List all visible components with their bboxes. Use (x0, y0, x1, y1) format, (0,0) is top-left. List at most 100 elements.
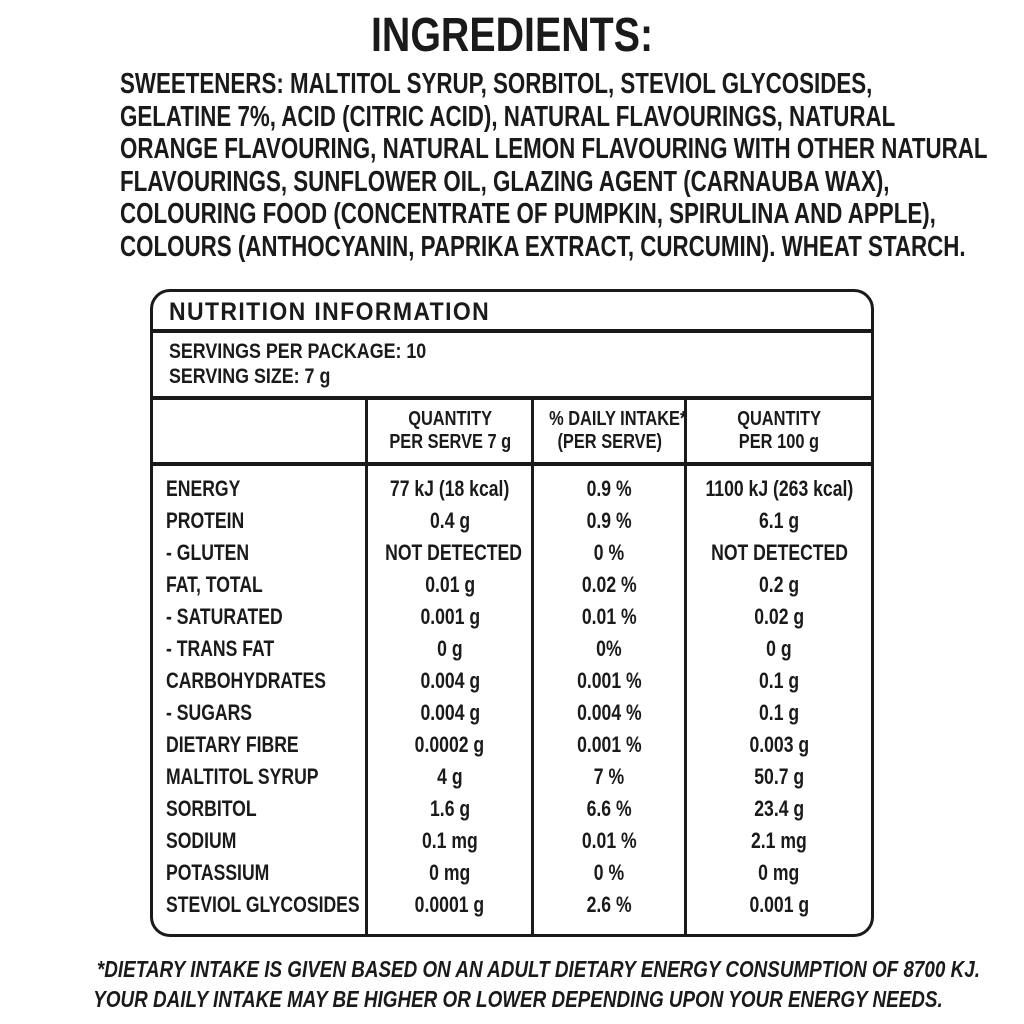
ingredients-line: ORANGE FLAVOURING, NATURAL LEMON FLAVOUR… (120, 133, 1024, 166)
nutrition-panel-title-text: NUTRITION INFORMATION (169, 298, 491, 326)
header-cell-per-serve: QUANTITY PER SERVE 7 g (365, 400, 533, 466)
nutrient-label: SORBITOL (166, 796, 257, 821)
nutrient-label: - SATURATED (166, 604, 283, 629)
row-dietary-fibre: DIETARY FIBRE 0.0002 g 0.001 % 0.003 g (153, 729, 871, 761)
value-daily-intake: 0.9 % (531, 464, 686, 505)
ingredients-line-text: ORANGE FLAVOURING, NATURAL LEMON FLAVOUR… (120, 133, 988, 165)
header-cell-empty (153, 400, 367, 466)
row-energy: ENERGY 77 kJ (18 kcal) 0.9 % 1100 kJ (26… (153, 464, 871, 505)
serving-size: SERVING SIZE: 7 g (169, 365, 331, 388)
value-per-serve: 0 g (365, 633, 533, 665)
value-daily-intake: 0.004 % (531, 697, 686, 729)
value-daily-intake: 0% (531, 633, 686, 665)
nutrient-label: POTASSIUM (166, 860, 270, 885)
value-daily-intake: 0.001 % (531, 729, 686, 761)
servings-section: SERVINGS PER PACKAGE: 10 SERVING SIZE: 7… (153, 333, 871, 400)
ingredients-line-text: FLAVOURINGS, SUNFLOWER OIL, GLAZING AGEN… (120, 165, 890, 198)
ingredients-line: FLAVOURINGS, SUNFLOWER OIL, GLAZING AGEN… (120, 166, 1024, 199)
value-per-serve: 0.0002 g (365, 729, 533, 761)
row-saturated: - SATURATED 0.001 g 0.01 % 0.02 g (153, 601, 871, 633)
row-maltitol-syrup: MALTITOL SYRUP 4 g 7 % 50.7 g (153, 761, 871, 793)
row-steviol-glycosides: STEVIOL GLYCOSIDES 0.0001 g 2.6 % 0.001 … (153, 889, 871, 934)
nutrient-label: FAT, TOTAL (166, 572, 263, 597)
value-daily-intake: 7 % (531, 761, 686, 793)
row-trans-fat: - TRANS FAT 0 g 0% 0 g (153, 633, 871, 665)
value-per-serve: 0 mg (365, 857, 533, 889)
value-per-serve: 77 kJ (18 kcal) (365, 464, 533, 505)
nutrient-label: - TRANS FAT (166, 636, 275, 661)
value-per-100g: 23.4 g (684, 793, 871, 825)
nutrition-panel-title: NUTRITION INFORMATION (153, 292, 871, 333)
value-daily-intake: 0.01 % (531, 825, 686, 857)
value-per-100g: 1100 kJ (263 kcal) (684, 464, 871, 505)
ingredients-line-text: COLOURS (ANTHOCYANIN, PAPRIKA EXTRACT, C… (120, 230, 966, 263)
nutrient-label: PROTEIN (166, 508, 245, 533)
ingredients-line: GELATINE 7%, ACID (CITRIC ACID), NATURAL… (120, 101, 1024, 134)
nutrient-label: MALTITOL SYRUP (166, 764, 319, 789)
ingredients-line-text: COLOURING FOOD (CONCENTRATE OF PUMPKIN, … (120, 198, 936, 230)
value-per-serve: 0.004 g (365, 697, 533, 729)
value-per-serve: 0.0001 g (365, 889, 533, 934)
value-per-100g: 0 g (684, 633, 871, 665)
nutrient-label: CARBOHYDRATES (166, 668, 327, 693)
ingredients-line: SWEETENERS: MALTITOL SYRUP, SORBITOL, ST… (120, 68, 1024, 101)
row-sorbitol: SORBITOL 1.6 g 6.6 % 23.4 g (153, 793, 871, 825)
value-daily-intake: 2.6 % (531, 889, 686, 934)
value-per-serve: 1.6 g (365, 793, 533, 825)
value-per-serve: 0.4 g (365, 505, 533, 537)
value-per-serve: 0.1 mg (365, 825, 533, 857)
header-row: QUANTITY PER SERVE 7 g % DAILY INTAKE* (… (153, 400, 871, 466)
value-per-100g: 50.7 g (684, 761, 871, 793)
value-daily-intake: 6.6 % (531, 793, 686, 825)
row-sugars: - SUGARS 0.004 g 0.004 % 0.1 g (153, 697, 871, 729)
nutrient-label: SODIUM (166, 828, 237, 853)
value-per-serve: 0.01 g (365, 569, 533, 601)
header-cell-daily-intake: % DAILY INTAKE* (PER SERVE) (531, 400, 687, 466)
ingredients-paragraph: SWEETENERS: MALTITOL SYRUP, SORBITOL, ST… (120, 68, 1024, 263)
footnote-line: YOUR DAILY INTAKE MAY BE HIGHER OR LOWER… (93, 986, 943, 1012)
row-sodium: SODIUM 0.1 mg 0.01 % 2.1 mg (153, 825, 871, 857)
value-daily-intake: 0 % (531, 537, 686, 569)
nutrient-label: - SUGARS (166, 700, 253, 725)
ingredients-line-text: GELATINE 7%, ACID (CITRIC ACID), NATURAL… (120, 100, 896, 133)
value-per-100g: 0.001 g (684, 889, 871, 934)
value-daily-intake: 0.001 % (531, 665, 686, 697)
value-per-serve: 0.004 g (365, 665, 533, 697)
nutrient-label: DIETARY FIBRE (166, 732, 299, 757)
row-protein: PROTEIN 0.4 g 0.9 % 6.1 g (153, 505, 871, 537)
ingredients-line: COLOURING FOOD (CONCENTRATE OF PUMPKIN, … (120, 198, 1024, 231)
ingredients-line: COLOURS (ANTHOCYANIN, PAPRIKA EXTRACT, C… (120, 231, 1024, 264)
ingredients-line-text: SWEETENERS: MALTITOL SYRUP, SORBITOL, ST… (120, 68, 873, 100)
row-carbohydrates: CARBOHYDRATES 0.004 g 0.001 % 0.1 g (153, 665, 871, 697)
servings-per-package: SERVINGS PER PACKAGE: 10 (169, 340, 427, 363)
nutrition-table: QUANTITY PER SERVE 7 g % DAILY INTAKE* (… (153, 400, 871, 934)
nutrition-table-body: ENERGY 77 kJ (18 kcal) 0.9 % 1100 kJ (26… (153, 464, 871, 934)
value-daily-intake: 0.01 % (531, 601, 686, 633)
row-potassium: POTASSIUM 0 mg 0 % 0 mg (153, 857, 871, 889)
value-per-100g: 6.1 g (684, 505, 871, 537)
nutrient-label: - GLUTEN (166, 540, 250, 565)
nutrition-information-panel: NUTRITION INFORMATION SERVINGS PER PACKA… (150, 289, 874, 937)
value-per-100g: 0.003 g (684, 729, 871, 761)
value-daily-intake: 0 % (531, 857, 686, 889)
value-per-100g: 0.2 g (684, 569, 871, 601)
value-per-100g: 0 mg (684, 857, 871, 889)
nutrient-label: ENERGY (166, 476, 241, 501)
value-per-serve: 0.001 g (365, 601, 533, 633)
value-per-100g: 2.1 mg (684, 825, 871, 857)
value-per-100g: 0.02 g (684, 601, 871, 633)
value-per-100g: 0.1 g (684, 697, 871, 729)
value-per-100g: 0.1 g (684, 665, 871, 697)
value-per-serve: 4 g (365, 761, 533, 793)
value-daily-intake: 0.02 % (531, 569, 686, 601)
nutrient-label: STEVIOL GLYCOSIDES (166, 892, 360, 917)
value-per-serve: NOT DETECTED (365, 537, 533, 569)
dietary-intake-footnote: *DIETARY INTAKE IS GIVEN BASED ON AN ADU… (0, 954, 1024, 1014)
row-gluten: - GLUTEN NOT DETECTED 0 % NOT DETECTED (153, 537, 871, 569)
footnote-line: *DIETARY INTAKE IS GIVEN BASED ON AN ADU… (96, 956, 980, 982)
row-fat-total: FAT, TOTAL 0.01 g 0.02 % 0.2 g (153, 569, 871, 601)
nutrition-table-header: QUANTITY PER SERVE 7 g % DAILY INTAKE* (… (153, 400, 871, 466)
ingredients-title: INGREDIENTS: (0, 10, 1024, 62)
ingredients-title-text: INGREDIENTS: (370, 9, 654, 62)
